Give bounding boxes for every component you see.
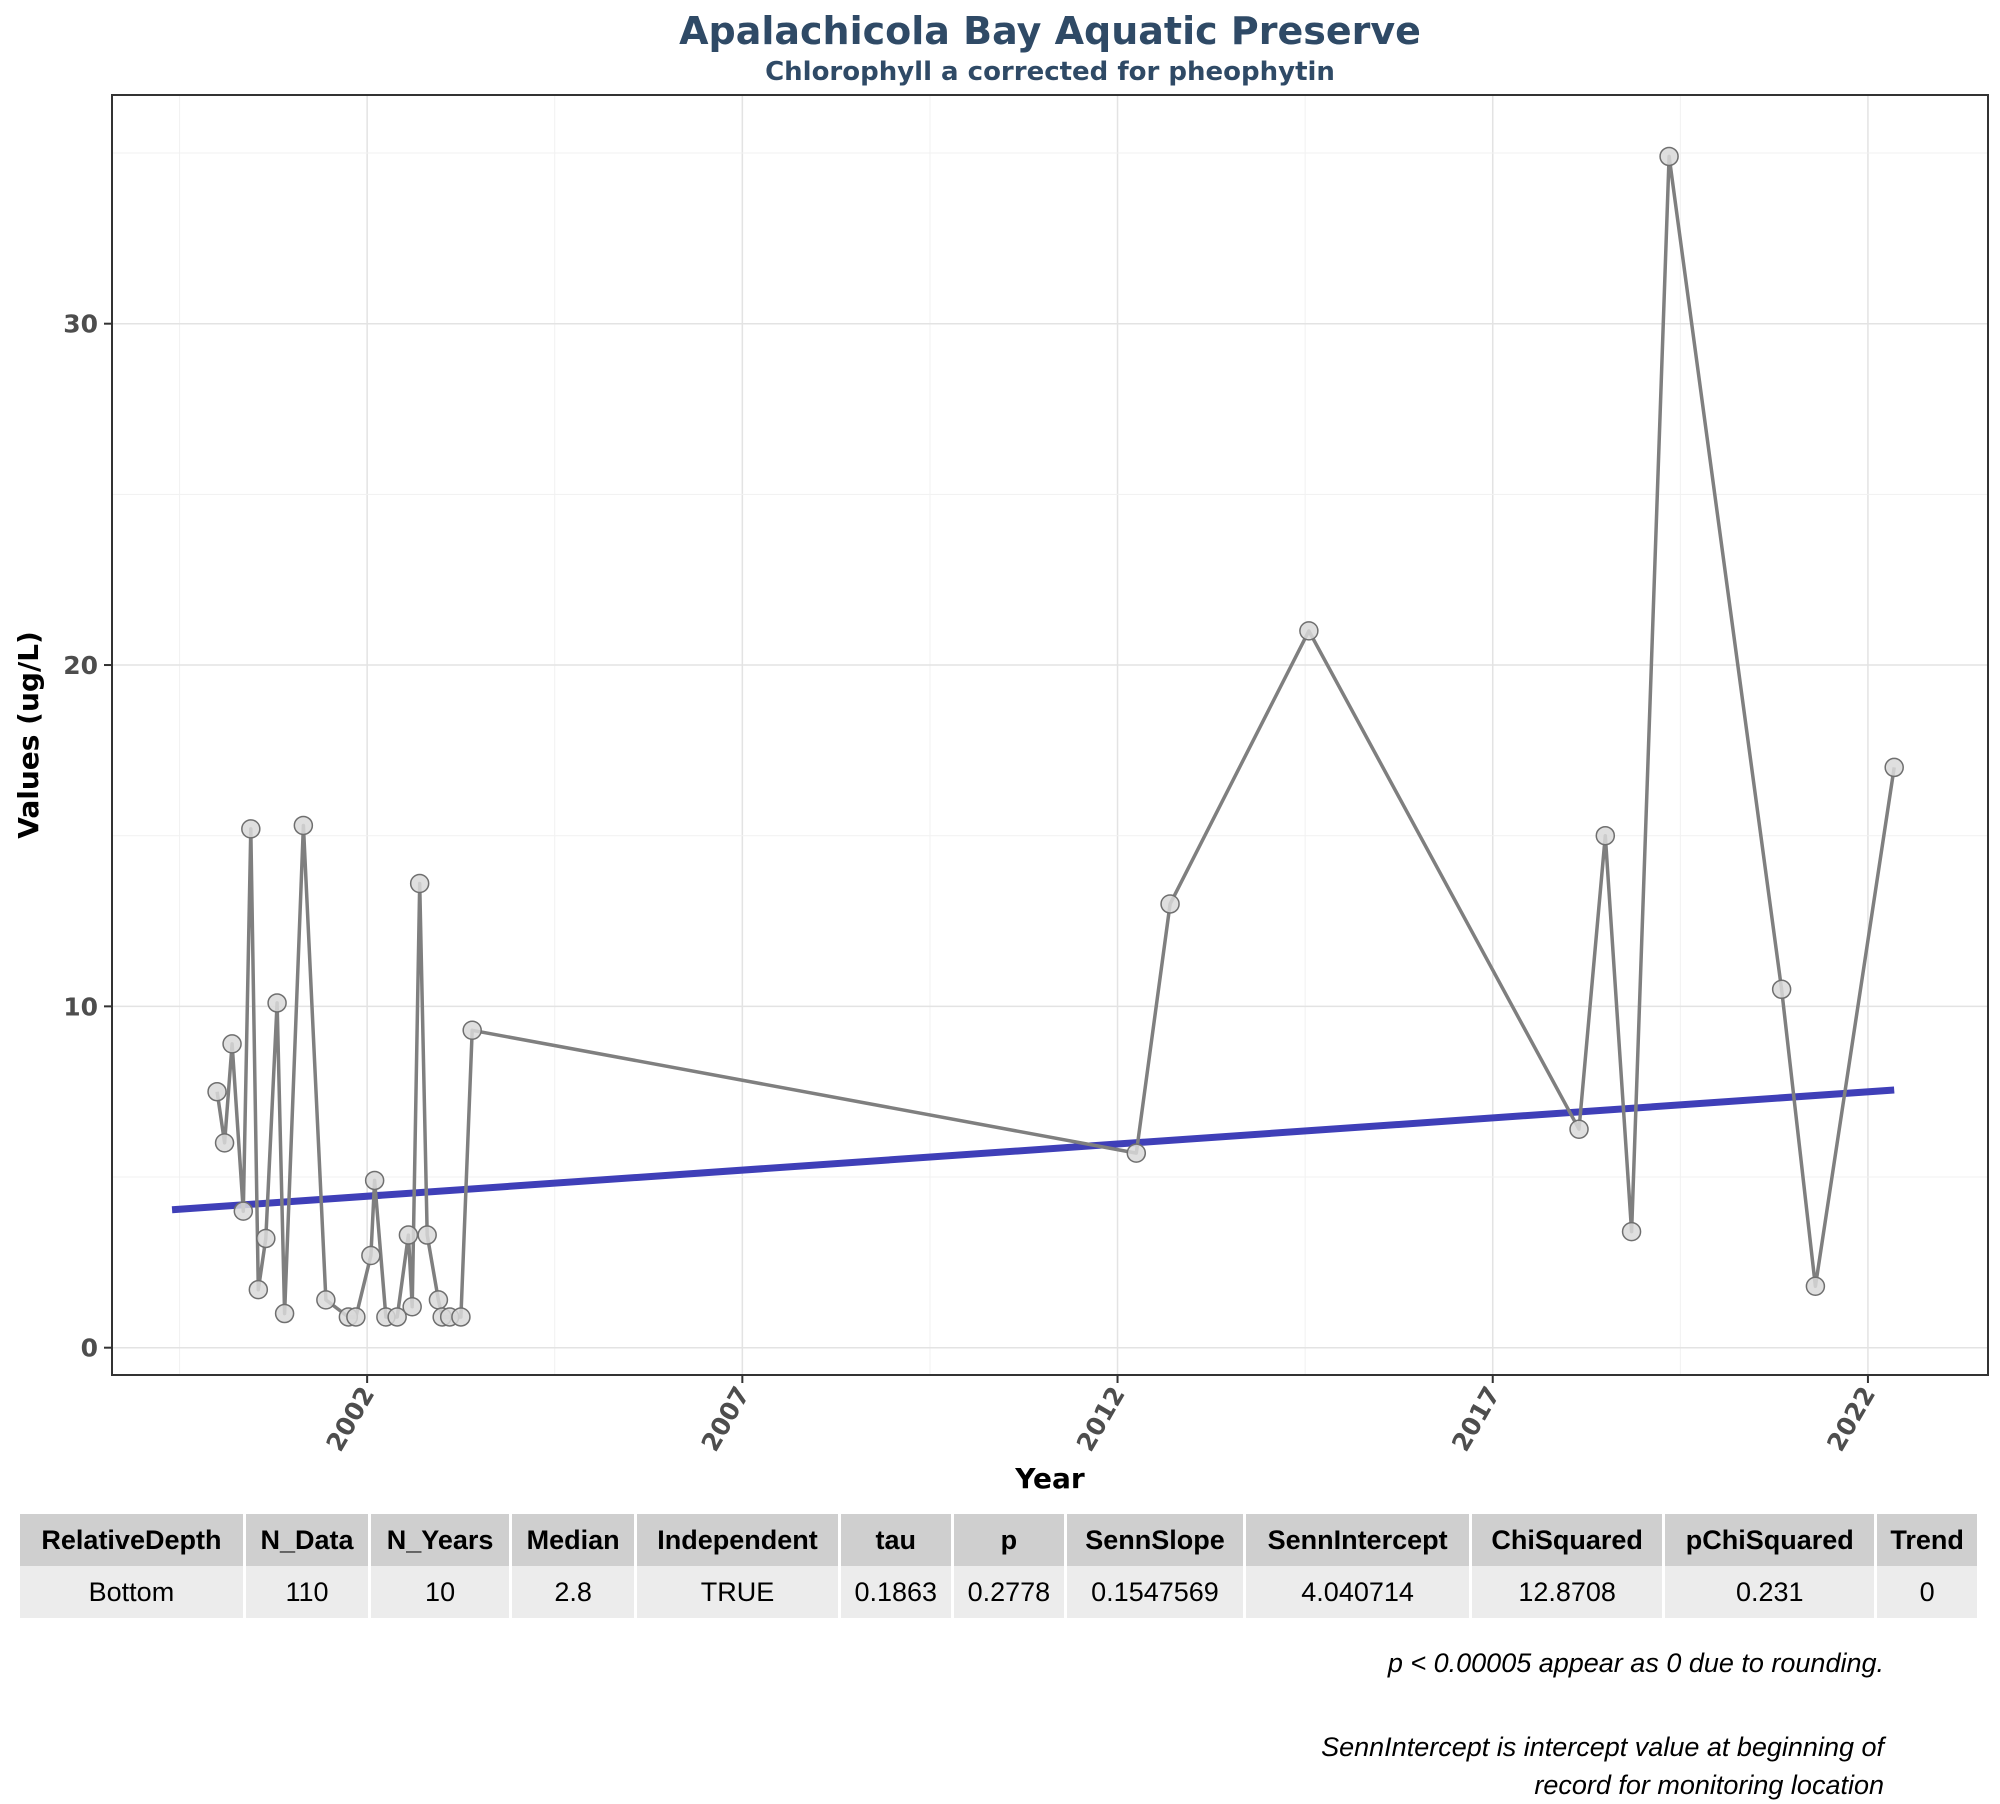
x-tick-label: 2007	[696, 1382, 756, 1457]
header-senn-slope: SennSlope	[1065, 1514, 1247, 1566]
x-tick-label: 2012	[1071, 1382, 1131, 1457]
data-point	[241, 819, 261, 839]
stats-header-row: RelativeDepth N_Data N_Years Median Inde…	[20, 1514, 1980, 1566]
cell-senn-intercept: 4.040714	[1244, 1566, 1473, 1618]
table-row: Bottom 110 10 2.8 TRUE 0.1863 0.2778 0.1…	[20, 1566, 1980, 1618]
data-point	[207, 1081, 227, 1102]
data-point	[267, 993, 287, 1013]
footnote-rounding: p < 0.00005 appear as 0 due to rounding.	[1387, 1648, 1884, 1678]
data-point	[387, 1307, 407, 1327]
cell-tau: 0.1863	[839, 1566, 954, 1618]
data-point	[364, 1170, 385, 1191]
data-point	[1569, 1119, 1589, 1139]
data-point	[256, 1228, 276, 1249]
data-point	[428, 1290, 449, 1310]
series-layer	[207, 146, 1904, 1327]
cell-relative-depth: Bottom	[20, 1566, 246, 1618]
data-point	[1805, 1276, 1826, 1297]
data-point	[222, 1034, 242, 1054]
y-axis-title: Values (ug/L)	[12, 631, 45, 839]
header-p: p	[952, 1514, 1067, 1566]
header-independent: Independent	[635, 1514, 841, 1566]
data-point	[1621, 1221, 1642, 1242]
header-p-chi-squared: pChiSquared	[1663, 1514, 1878, 1566]
data-point	[316, 1290, 336, 1310]
stats-table: RelativeDepth N_Data N_Years Median Inde…	[20, 1514, 1980, 1618]
data-point	[417, 1225, 437, 1245]
cell-n-data: 110	[244, 1566, 372, 1618]
cell-senn-slope: 0.1547569	[1065, 1566, 1247, 1618]
x-axis-title: Year	[1014, 1462, 1085, 1495]
header-chi-squared: ChiSquared	[1470, 1514, 1666, 1566]
series-line	[215, 154, 1896, 1319]
trend-layer	[171, 1086, 1895, 1214]
y-tick-label: 0	[81, 1334, 98, 1363]
header-n-years: N_Years	[369, 1514, 513, 1566]
data-point	[248, 1279, 269, 1300]
grid	[112, 95, 1988, 1375]
data-point	[1299, 621, 1319, 641]
cell-median: 2.8	[510, 1566, 638, 1618]
data-point	[398, 1225, 419, 1245]
data-point	[361, 1245, 381, 1266]
footnote-intercept-line-1: SennIntercept is intercept value at begi…	[1321, 1732, 1884, 1762]
data-point	[1595, 825, 1616, 846]
header-n-data: N_Data	[244, 1514, 372, 1566]
cell-p-chi-squared: 0.231	[1663, 1566, 1878, 1618]
data-point	[214, 1133, 235, 1153]
chart: Apalachicola Bay Aquatic Preserve Chloro…	[12, 9, 1989, 1495]
chart-title: Apalachicola Bay Aquatic Preserve	[679, 9, 1421, 53]
header-relative-depth: RelativeDepth	[20, 1514, 246, 1566]
data-point	[293, 815, 314, 836]
data-point	[1659, 146, 1679, 167]
y-tick-label: 10	[63, 992, 98, 1021]
header-senn-intercept: SennIntercept	[1244, 1514, 1473, 1566]
data-point	[1160, 894, 1180, 914]
x-tick-label: 2017	[1446, 1382, 1506, 1457]
cell-n-years: 10	[369, 1566, 513, 1618]
data-point	[1126, 1143, 1147, 1163]
data-point	[1884, 757, 1904, 778]
header-trend: Trend	[1875, 1514, 1980, 1566]
cell-independent: TRUE	[635, 1566, 841, 1618]
trend-line	[171, 1086, 1895, 1214]
data-point	[402, 1296, 422, 1317]
header-tau: tau	[839, 1514, 954, 1566]
data-point	[346, 1307, 366, 1327]
y-tick-label: 20	[63, 651, 98, 680]
data-point	[451, 1307, 471, 1327]
data-point	[233, 1201, 254, 1221]
footnote-intercept-line-2: record for monitoring location	[1534, 1770, 1884, 1800]
x-tick-label: 2002	[320, 1382, 380, 1457]
cell-trend: 0	[1875, 1566, 1980, 1618]
y-tick-label: 30	[63, 310, 98, 339]
data-point	[462, 1020, 482, 1041]
data-point	[1771, 979, 1792, 1000]
plot-panel	[111, 94, 1989, 1376]
data-point	[274, 1303, 295, 1324]
cell-p: 0.2778	[952, 1566, 1067, 1618]
chart-subtitle: Chlorophyll a corrected for pheophytin	[765, 57, 1335, 87]
x-tick-label: 2022	[1821, 1382, 1881, 1457]
header-median: Median	[510, 1514, 638, 1566]
cell-chi-squared: 12.8708	[1470, 1566, 1666, 1618]
data-point	[409, 873, 430, 894]
